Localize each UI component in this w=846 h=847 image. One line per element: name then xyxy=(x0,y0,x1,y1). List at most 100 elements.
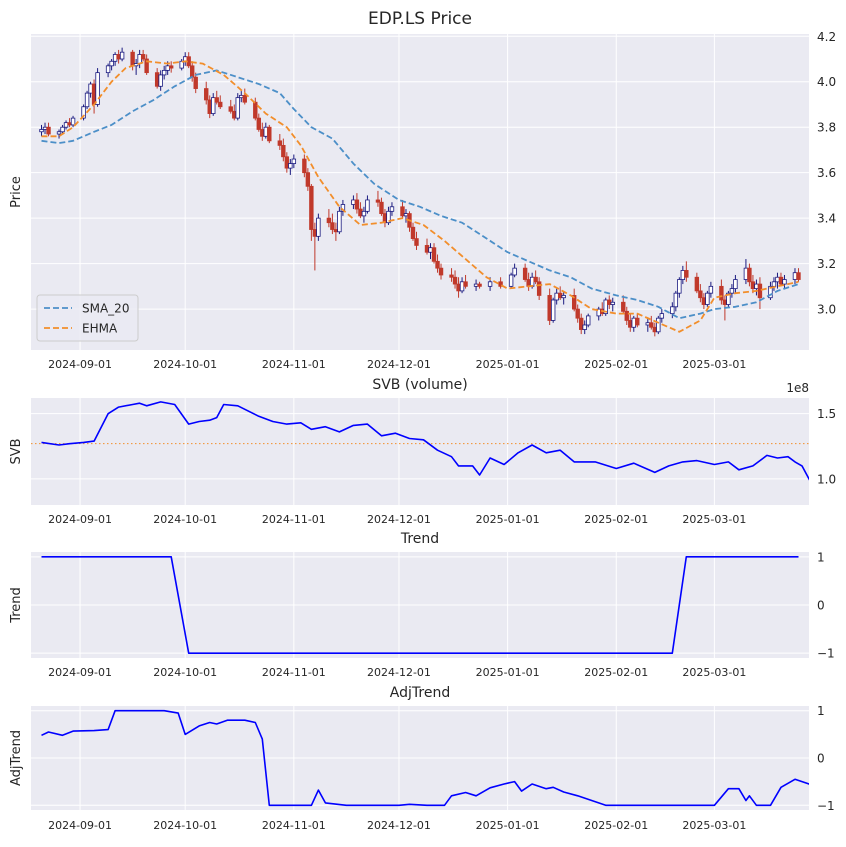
candle-body xyxy=(292,159,296,164)
x-tick-label: 2024-12-01 xyxy=(367,358,431,371)
candle-body xyxy=(334,230,338,232)
candle-body xyxy=(748,268,752,282)
x-tick-label: 2024-09-01 xyxy=(48,666,112,679)
candle-body xyxy=(772,282,776,287)
candle-body xyxy=(611,302,615,304)
panel-title: AdjTrend xyxy=(390,685,450,701)
candle-body xyxy=(583,325,587,330)
y-tick-label: −1 xyxy=(817,799,835,813)
y-tick-label: 3.4 xyxy=(817,212,836,226)
candle-body xyxy=(159,75,163,86)
candle-body xyxy=(439,268,443,275)
candle-body xyxy=(390,207,394,212)
candle-body xyxy=(730,289,734,294)
candle-body xyxy=(64,123,68,128)
candle-body xyxy=(415,239,419,246)
candle-body xyxy=(555,293,559,300)
x-tick-label: 2024-09-01 xyxy=(48,358,112,371)
candle-body xyxy=(460,282,464,291)
candle-body xyxy=(646,323,650,325)
candle-body xyxy=(260,129,264,136)
candle-body xyxy=(166,66,170,71)
x-tick-label: 2024-12-01 xyxy=(367,819,431,832)
candle-body xyxy=(488,282,492,287)
y-axis-label: AdjTrend xyxy=(9,730,24,786)
candle-body xyxy=(453,277,457,284)
candle-body xyxy=(534,277,538,282)
x-tick-label: 2025-03-01 xyxy=(682,819,746,832)
candle-body xyxy=(783,280,787,285)
candle-body xyxy=(681,270,685,279)
candle-body xyxy=(282,145,286,156)
candle-body xyxy=(660,314,664,319)
y-tick-label: 3.2 xyxy=(817,257,836,271)
candle-body xyxy=(404,214,408,216)
candle-body xyxy=(327,218,331,223)
candle-body xyxy=(793,273,797,280)
candle-body xyxy=(204,89,208,100)
candle-body xyxy=(120,52,124,59)
y-tick-label: 1 xyxy=(817,704,825,718)
y-tick-label: 0 xyxy=(817,752,825,766)
candle-body xyxy=(355,200,359,209)
x-tick-label: 2024-12-01 xyxy=(367,666,431,679)
x-tick-label: 2024-11-01 xyxy=(262,666,326,679)
candle-body xyxy=(117,54,121,59)
x-tick-label: 2025-01-01 xyxy=(476,666,540,679)
candle-body xyxy=(607,300,611,305)
y-tick-label: 1.0 xyxy=(817,472,836,486)
candle-body xyxy=(243,95,247,102)
candle-body xyxy=(68,123,72,125)
x-tick-label: 2024-10-01 xyxy=(153,358,217,371)
legend-label: EHMA xyxy=(82,322,118,336)
candle-body xyxy=(436,261,440,268)
candle-body xyxy=(194,77,198,88)
candle-body xyxy=(411,227,415,238)
candle-body xyxy=(352,200,356,205)
candle-body xyxy=(551,300,555,320)
candle-body xyxy=(113,54,117,61)
candle-body xyxy=(362,211,366,216)
x-tick-label: 2024-12-01 xyxy=(367,513,431,526)
candle-body xyxy=(257,118,261,129)
x-tick-label: 2024-10-01 xyxy=(153,666,217,679)
candle-body xyxy=(720,286,724,300)
candle-body xyxy=(649,323,653,328)
candle-body xyxy=(562,295,566,297)
candle-body xyxy=(110,61,114,66)
candle-body xyxy=(702,298,706,305)
y-axis-label: SVB xyxy=(9,438,24,464)
candle-body xyxy=(236,98,240,118)
y-tick-label: 3.6 xyxy=(817,166,836,180)
candle-body xyxy=(71,118,75,125)
candle-body xyxy=(134,64,138,66)
candle-body xyxy=(215,98,219,103)
candle-body xyxy=(734,280,738,289)
x-tick-label: 2024-11-01 xyxy=(262,513,326,526)
candle-body xyxy=(310,186,314,229)
y-tick-label: 3.8 xyxy=(817,121,836,135)
candle-body xyxy=(657,318,661,332)
x-tick-label: 2025-03-01 xyxy=(682,358,746,371)
candle-body xyxy=(751,282,755,289)
candle-body xyxy=(40,129,44,131)
candle-body xyxy=(478,284,482,286)
panel-2: 2024-09-01 2024-10-01 2024-11-01 2024-12-01… xyxy=(9,531,835,679)
candle-body xyxy=(229,107,233,112)
x-tick-label: 2025-01-01 xyxy=(476,358,540,371)
candle-body xyxy=(380,202,384,213)
candle-body xyxy=(218,102,222,107)
candle-body xyxy=(253,102,257,118)
candle-body xyxy=(671,307,675,314)
candle-body xyxy=(635,318,639,325)
candle-body xyxy=(162,70,166,75)
y-tick-label: 4.0 xyxy=(817,75,836,89)
x-tick-label: 2024-10-01 xyxy=(153,513,217,526)
candle-body xyxy=(709,286,713,293)
candle-body xyxy=(432,248,436,262)
candle-body xyxy=(239,95,243,97)
